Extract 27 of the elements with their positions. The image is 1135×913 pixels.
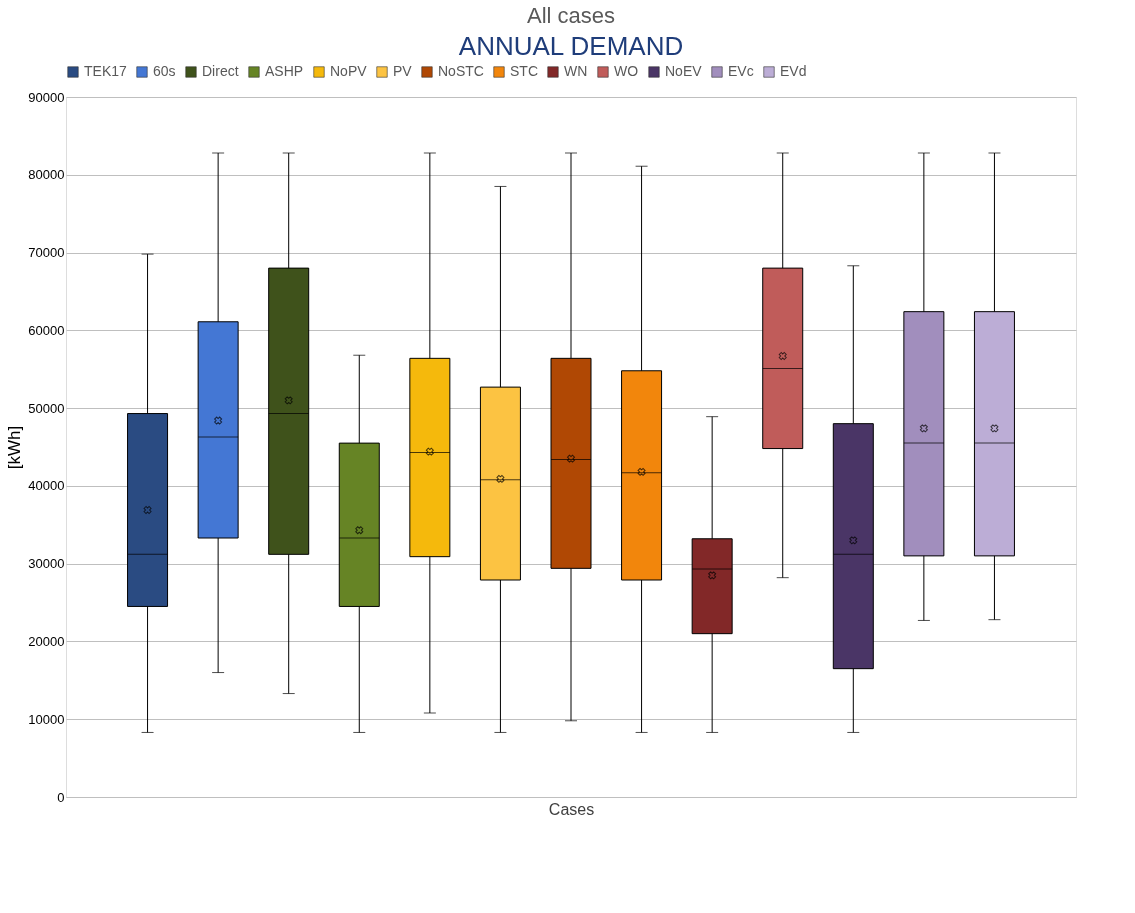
legend-label: WN xyxy=(564,63,588,79)
y-tick-label: 80000 xyxy=(28,167,65,183)
legend-label: WO xyxy=(614,63,639,79)
legend-label: STC xyxy=(510,63,538,79)
y-tick-label: 50000 xyxy=(28,400,65,416)
y-tick-label: 0 xyxy=(57,789,65,805)
legend-label: Direct xyxy=(202,63,239,79)
y-tick-label: 70000 xyxy=(28,245,65,261)
legend-label: ASHP xyxy=(265,63,304,79)
y-tick-label: 30000 xyxy=(28,556,65,572)
legend-label: EVc xyxy=(728,63,754,79)
legend-label: NoSTC xyxy=(438,63,484,79)
y-tick-label: 10000 xyxy=(28,711,65,727)
legend-label: 60s xyxy=(153,63,176,79)
legend-label: NoEV xyxy=(665,63,703,79)
legend-label: EVd xyxy=(780,63,807,79)
y-tick-label: 90000 xyxy=(28,89,65,105)
chart-title: All cases xyxy=(526,3,616,28)
legend-label: TEK17 xyxy=(84,63,128,79)
y-tick-label: 20000 xyxy=(28,633,65,649)
legend-label: NoPV xyxy=(330,63,368,79)
y-tick-label: 60000 xyxy=(28,322,65,338)
legend-label: PV xyxy=(393,63,413,79)
y-axis-title: [kWh] xyxy=(5,425,25,470)
y-tick-label: 40000 xyxy=(28,478,65,494)
x-axis-title: Cases xyxy=(548,800,595,818)
chart-subtitle: ANNUAL DEMAND xyxy=(458,31,684,61)
